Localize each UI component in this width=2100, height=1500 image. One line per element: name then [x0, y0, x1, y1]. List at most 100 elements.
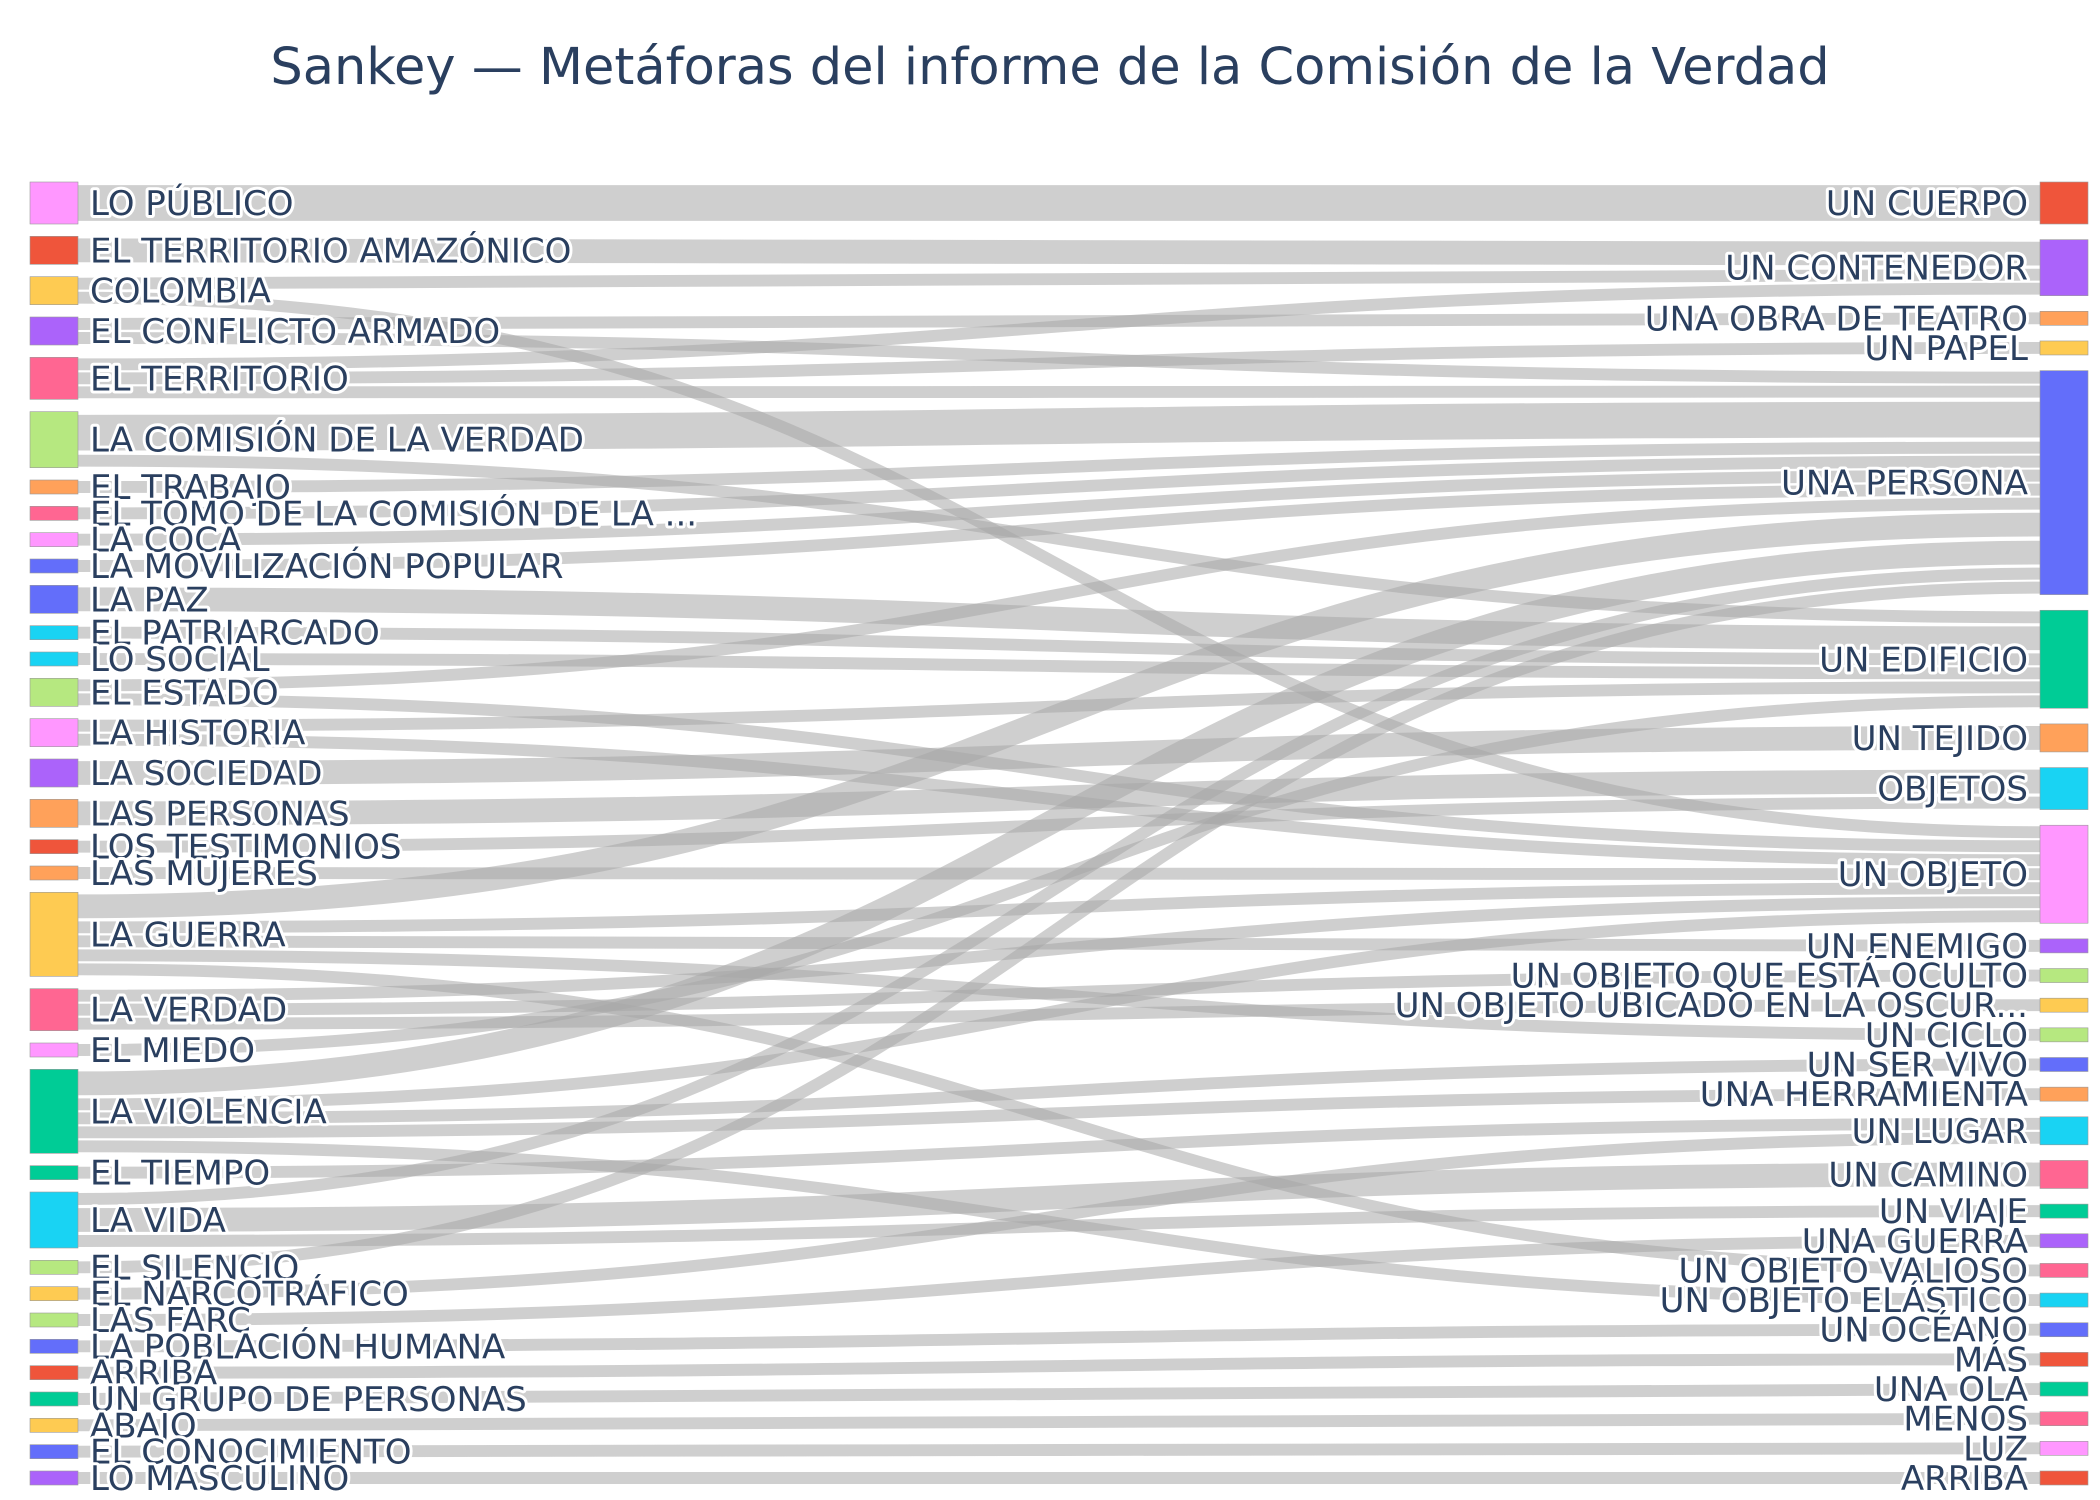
link-el-conocimiento-to-luz [77, 1442, 2041, 1458]
link-un-grupo-de-personas-to-una-ola [77, 1383, 2041, 1405]
target-node-un-camino [2039, 1160, 2089, 1189]
source-label-el-patriarcado: EL PATRIARCADO [90, 614, 380, 654]
target-node-un-edificio [2039, 609, 2089, 709]
source-label-el-conocimiento: EL CONOCIMIENTO [90, 1433, 412, 1473]
source-node-la-guerra [29, 892, 79, 977]
source-label-la-sociedad: LA SOCIEDAD [90, 754, 322, 794]
target-label-un-camino: UN CAMINO [1828, 1155, 2028, 1195]
source-label-un-grupo-de-personas: UN GRUPO DE PERSONAS [90, 1380, 527, 1420]
sankey-links [77, 185, 2041, 1484]
target-label-un-viaje: UN VIAJE [1879, 1192, 2028, 1232]
target-label-un-edificio: UN EDIFICIO [1819, 640, 2028, 680]
target-node-un-tejido [2039, 723, 2089, 753]
source-node-la-paz [29, 585, 79, 614]
source-node-las-mujeres [29, 865, 79, 881]
source-label-el-tomo-de-la-comision-de-la: EL TOMO DE LA COMISIÓN DE LA ... [90, 493, 697, 534]
link-la-guerra-to-un-objeto [77, 882, 2041, 934]
source-label-la-verdad: LA VERDAD [90, 991, 287, 1031]
link-la-sociedad-to-un-tejido [77, 726, 2041, 785]
link-el-patriarcado-to-un-edificio [77, 626, 2041, 666]
source-label-el-trabajo: EL TRABAJO [90, 468, 291, 508]
source-node-colombia [29, 276, 79, 305]
target-node-un-objeto [2039, 824, 2089, 924]
link-lo-social-to-un-edificio [77, 653, 2041, 680]
source-node-los-testimonios [29, 839, 79, 854]
target-label-un-cuerpo: UN CUERPO [1826, 184, 2028, 224]
target-label-un-objeto-ubicado-en-la-oscur: UN OBJETO UBICADO EN LA OSCUR... [1395, 986, 2028, 1026]
target-label-una-obra-de-teatro: UNA OBRA DE TEATRO [1645, 299, 2028, 339]
source-label-abajo: ABAJO [90, 1406, 197, 1446]
source-label-el-silencio: EL SILENCIO [90, 1248, 299, 1288]
target-label-una-persona: UNA PERSONA [1781, 464, 2028, 504]
target-node-luz [2039, 1441, 2089, 1456]
source-node-la-comision-de-la-verdad [29, 411, 79, 468]
source-label-el-narcotrafico: EL NARCOTRÁFICO [90, 1274, 409, 1315]
target-label-un-objeto-que-esta-oculto: UN OBJETO QUE ESTÁ OCULTO [1511, 956, 2028, 997]
target-node-un-cuerpo [2039, 181, 2089, 225]
link-el-trabajo-to-una-persona [77, 441, 2041, 493]
target-node-un-enemigo [2039, 938, 2089, 954]
source-label-la-movilizacion-popular: LA MOVILIZACIÓN POPULAR [90, 546, 564, 587]
link-la-verdad-to-un-objeto-que-esta-oculto [77, 969, 2041, 1016]
source-label-el-tiempo: EL TIEMPO [90, 1154, 270, 1194]
target-label-un-ciclo: UN CICLO [1865, 1016, 2028, 1056]
link-las-farc-to-una-guerra [77, 1234, 2041, 1326]
target-node-un-objeto-elastico [2039, 1292, 2089, 1308]
source-label-la-vida: LA VIDA [90, 1201, 226, 1241]
link-el-territorio-to-un-contenedor [77, 282, 2041, 371]
target-label-un-oceano: UN OCÉANO [1819, 1310, 2028, 1351]
link-las-personas-to-objetos [77, 769, 2041, 826]
source-node-el-territorio [29, 357, 79, 400]
target-node-menos [2039, 1411, 2089, 1426]
source-label-la-historia: LA HISTORIA [90, 714, 305, 754]
link-la-violencia-to-un-objeto [77, 910, 2041, 1111]
target-node-un-ciclo [2039, 1027, 2089, 1043]
target-label-una-herramienta: UNA HERRAMIENTA [1700, 1075, 2028, 1115]
source-node-el-territorio-amazonico [29, 236, 79, 265]
target-node-una-ola [2039, 1381, 2089, 1397]
link-colombia-to-un-objeto [77, 291, 2041, 839]
source-label-el-territorio-amazonico: EL TERRITORIO AMAZÓNICO [90, 230, 571, 271]
source-node-el-narcotrafico [29, 1286, 79, 1301]
source-node-la-vida [29, 1191, 79, 1249]
target-label-un-objeto-elastico: UN OBJETO ELÁSTICO [1660, 1280, 2028, 1321]
source-node-lo-publico [29, 181, 79, 225]
source-node-lo-masculino [29, 1470, 79, 1486]
source-node-arriba [29, 1365, 79, 1380]
target-node-objetos [2039, 767, 2089, 810]
source-node-el-conflicto-armado [29, 316, 79, 346]
target-node-mas [2039, 1352, 2089, 1367]
target-node-un-objeto-que-esta-oculto [2039, 968, 2089, 983]
link-el-tomo-de-la-comision-de-la-to-una-persona [77, 455, 2041, 520]
source-label-la-poblacion-humana: LA POBLACIÓN HUMANA [90, 1326, 505, 1367]
target-node-un-contenedor [2039, 239, 2089, 296]
target-label-un-tejido: UN TEJIDO [1852, 719, 2028, 759]
chart-title: Sankey — Metáforas del informe de la Com… [270, 38, 1830, 97]
source-node-el-tiempo [29, 1165, 79, 1180]
target-node-un-objeto-valioso [2039, 1263, 2089, 1278]
source-label-la-guerra: LA GUERRA [90, 915, 286, 955]
target-node-un-viaje [2039, 1203, 2089, 1219]
link-la-violencia-to-una-persona [77, 540, 2041, 1096]
link-la-movilizacion-popular-to-una-persona [77, 483, 2041, 572]
source-label-las-personas: LAS PERSONAS [90, 794, 350, 834]
source-node-la-sociedad [29, 758, 79, 788]
link-colombia-to-un-contenedor [77, 268, 2041, 290]
link-la-vida-to-una-persona [77, 567, 2041, 1205]
link-la-guerra-to-una-persona [77, 512, 2041, 919]
target-node-un-papel [2039, 340, 2089, 356]
source-node-abajo [29, 1418, 79, 1433]
source-node-la-poblacion-humana [29, 1339, 79, 1354]
link-la-violencia-to-un-ser-vivo [77, 1058, 2041, 1125]
link-la-vida-to-un-viaje [77, 1205, 2041, 1247]
source-label-lo-social: LO SOCIAL [90, 640, 270, 680]
source-label-la-paz: LA PAZ [90, 580, 209, 620]
link-el-narcotrafico-to-un-lugar [77, 1131, 2041, 1300]
sankey-labels: LO PÚBLICO EL TERRITORIO AMAZÓNICOCOLOMBI… [87, 180, 2031, 1500]
target-node-un-oceano [2039, 1322, 2089, 1338]
target-label-luz: LUZ [1963, 1429, 2028, 1469]
target-label-un-lugar: UN LUGAR [1852, 1112, 2029, 1152]
source-node-el-trabajo [29, 479, 79, 495]
target-label-una-guerra: UNA GUERRA [1802, 1222, 2028, 1262]
